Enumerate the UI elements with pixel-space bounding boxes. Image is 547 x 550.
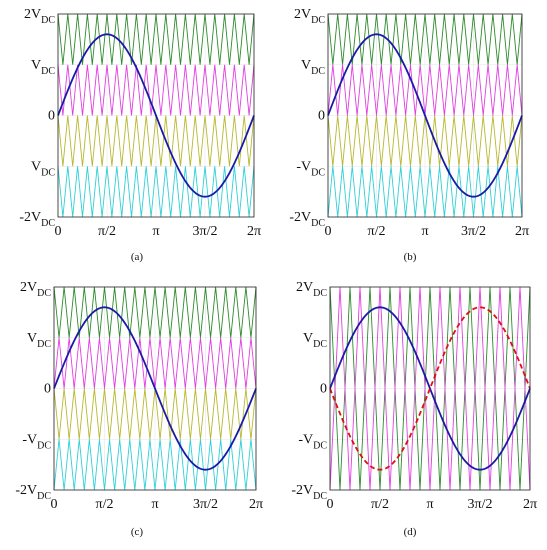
y-tick-label: VDC xyxy=(301,58,325,77)
reference-wave-2 xyxy=(329,306,531,471)
x-tick-label: 0 xyxy=(327,497,334,512)
y-tick-label: 2VDC xyxy=(294,7,325,26)
x-tick-label: 2π xyxy=(523,497,537,512)
x-tick-label: 3π/2 xyxy=(461,224,486,239)
x-tick-label: 0 xyxy=(325,224,332,239)
y-tick-label: VDC xyxy=(303,331,327,350)
x-tick-label: 3π/2 xyxy=(193,224,218,239)
y-tick-label: -VDC xyxy=(296,159,325,178)
y-tick-label: 2VDC xyxy=(20,280,51,299)
plot-frame xyxy=(57,13,255,218)
y-tick-label: VDC xyxy=(27,331,51,350)
panel-caption: (d) xyxy=(404,526,417,538)
x-tick-label: 3π/2 xyxy=(468,497,493,512)
y-tick-label: 0 xyxy=(48,109,55,124)
reference-wave-1 xyxy=(57,33,255,198)
y-tick-label: -2VDC xyxy=(289,210,325,229)
plot-frame xyxy=(327,13,523,218)
x-tick-label: π xyxy=(152,224,159,239)
plot-frame xyxy=(53,286,257,491)
x-tick-label: π/2 xyxy=(368,224,386,239)
reference-wave-1 xyxy=(327,33,523,198)
x-tick-label: 2π xyxy=(249,497,263,512)
reference-wave-1 xyxy=(329,306,531,471)
x-tick-label: π/2 xyxy=(98,224,116,239)
panel-caption: (b) xyxy=(404,251,417,263)
y-tick-label: 2VDC xyxy=(296,280,327,299)
y-tick-label: -VDC xyxy=(298,432,327,451)
y-tick-label: 0 xyxy=(320,382,327,397)
y-tick-label: -2VDC xyxy=(19,210,55,229)
y-tick-label: VDC xyxy=(31,58,55,77)
carrier-4 xyxy=(57,166,255,218)
y-tick-label: -2VDC xyxy=(15,483,51,502)
plot-frame xyxy=(329,286,531,491)
x-tick-label: π/2 xyxy=(96,497,114,512)
x-tick-label: 3π/2 xyxy=(193,497,218,512)
panel-caption: (c) xyxy=(131,526,144,538)
y-tick-label: 0 xyxy=(44,382,51,397)
x-tick-label: 2π xyxy=(515,224,529,239)
x-tick-label: π xyxy=(426,497,433,512)
x-tick-label: π xyxy=(151,497,158,512)
x-tick-label: 2π xyxy=(247,224,261,239)
y-tick-label: -2VDC xyxy=(291,483,327,502)
x-tick-label: 0 xyxy=(55,224,62,239)
x-tick-label: π/2 xyxy=(371,497,389,512)
y-tick-label: -VDC xyxy=(22,432,51,451)
x-tick-label: 0 xyxy=(51,497,58,512)
x-tick-label: π xyxy=(421,224,428,239)
panel-caption: (a) xyxy=(131,251,144,263)
y-tick-label: 0 xyxy=(318,109,325,124)
reference-wave-1 xyxy=(53,306,257,471)
y-tick-label: 2VDC xyxy=(24,7,55,26)
y-tick-label: VDC xyxy=(31,159,55,178)
carrier-2 xyxy=(57,64,255,116)
